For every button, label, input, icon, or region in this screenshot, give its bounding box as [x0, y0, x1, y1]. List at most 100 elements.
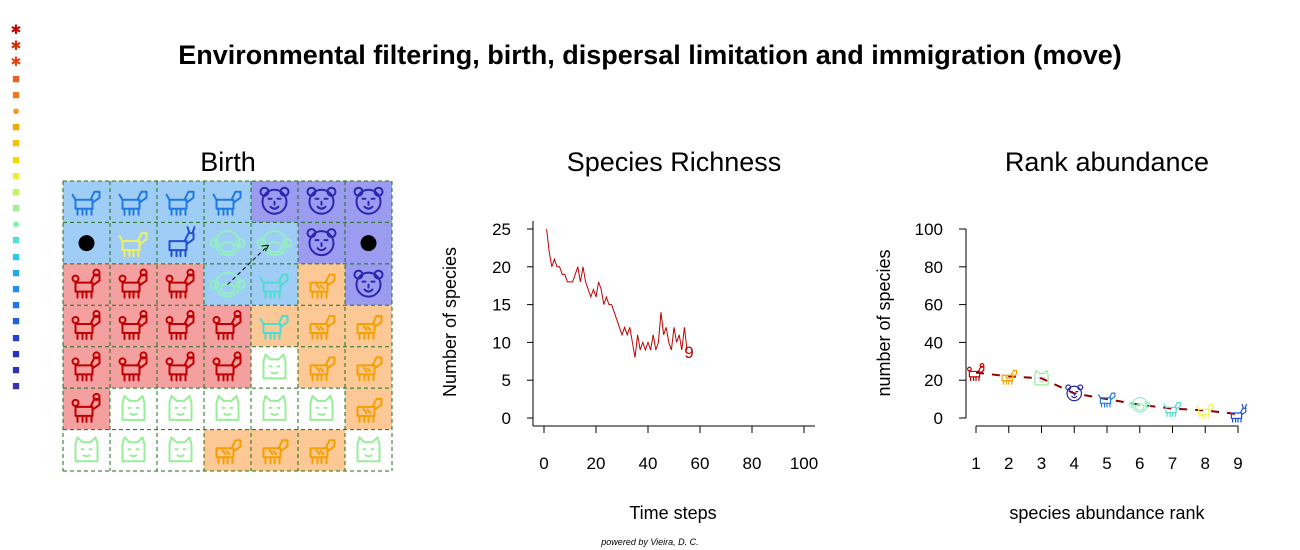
x-tick-label: 6: [1135, 454, 1144, 473]
grid-cell: [345, 429, 392, 472]
horse-icon: [1097, 392, 1116, 408]
fox-icon: ✱: [10, 54, 22, 70]
poodle-icon: [165, 310, 195, 341]
rank-point: [966, 363, 985, 382]
grid-cell: [157, 222, 204, 264]
cat-icon: [262, 394, 287, 421]
rank-abundance-chart: Rank abundance species abundance rank nu…: [874, 147, 1248, 523]
grid-cell: [63, 305, 110, 347]
y-tick-label: 40: [924, 333, 943, 352]
tiger-icon: [306, 228, 337, 257]
grid-cell: [251, 263, 298, 306]
grid-cell: [251, 305, 298, 347]
cat-icon: [121, 394, 146, 421]
richness-chart-title: Species Richness: [567, 147, 782, 177]
rank-y-label: number of species: [874, 249, 894, 396]
cow-icon: [309, 273, 336, 299]
cow-icon: [215, 439, 242, 465]
cow-icon: [309, 356, 336, 382]
x-tick-label: 4: [1070, 454, 1079, 473]
horse-icon: ■: [12, 248, 20, 264]
horse-icon: [212, 190, 242, 216]
grid-cell: [298, 305, 345, 347]
rank-point: [1230, 404, 1248, 423]
rank-point: [1163, 401, 1181, 417]
rank-x-label: species abundance rank: [1009, 503, 1205, 523]
y-tick-label: 20: [492, 258, 511, 277]
x-tick-label: 2: [1004, 454, 1013, 473]
cow-icon: [309, 439, 336, 465]
cow-icon: [262, 439, 289, 465]
dog-icon: ■: [12, 167, 20, 183]
tiger-icon: ■: [12, 378, 20, 394]
rabbit-icon: [259, 273, 289, 299]
grid-cell: [298, 388, 345, 430]
rank-point: [1196, 403, 1214, 419]
poodle-icon: ✱: [10, 38, 22, 54]
poodle-icon: [118, 351, 148, 382]
richness-end-label: 9: [684, 343, 693, 362]
cat-icon: [168, 436, 193, 463]
grid-cell: [110, 181, 157, 223]
rank-point: [1128, 396, 1151, 413]
poodle-icon: [212, 310, 242, 341]
dog-icon: ■: [12, 329, 20, 345]
grid-cell: [345, 305, 392, 347]
wolf-icon: ■: [12, 281, 20, 296]
grid-cell: [251, 346, 298, 389]
tiger-icon: ■: [12, 345, 20, 361]
poodle-icon: [71, 392, 101, 423]
rank-point: [1001, 369, 1018, 385]
dog-icon: [1196, 403, 1214, 419]
monkey-icon: ●: [12, 102, 20, 118]
tiger-icon: ■: [12, 86, 20, 102]
grid-cell: [110, 222, 157, 264]
grid-cell: [157, 263, 204, 306]
grid-cell: [204, 346, 251, 389]
x-tick-label: 40: [639, 454, 658, 473]
poodle-icon: [118, 268, 148, 299]
cat-icon: [121, 436, 146, 463]
rabbit-icon: [1163, 401, 1181, 417]
richness-x-label: Time steps: [629, 503, 716, 523]
goat-icon: [168, 226, 196, 258]
rank-series-line: [975, 371, 1239, 416]
rabbit-icon: ■: [12, 151, 20, 167]
dog-icon: ■: [12, 264, 20, 280]
tiger-icon: [306, 186, 337, 215]
cat-icon: [215, 394, 240, 421]
horse-icon: ■: [12, 313, 20, 329]
horse-icon: ■: [12, 232, 20, 248]
tiger-icon: ■: [12, 70, 20, 86]
y-tick-label: 80: [924, 258, 943, 277]
grid-cell: [251, 429, 298, 472]
horse-icon: [71, 190, 101, 216]
tiger-icon: [353, 186, 384, 215]
cat-icon: [168, 394, 193, 421]
poodle-icon: [966, 363, 985, 382]
x-tick-label: 0: [539, 454, 548, 473]
dog-icon: [118, 232, 148, 258]
dot-marker: [78, 235, 95, 252]
richness-chart: Species Richness Time steps Number of sp…: [440, 147, 818, 523]
grid-cell: [298, 263, 345, 306]
rank-point: [1097, 392, 1116, 408]
horse-icon: [165, 190, 195, 216]
grid-cell: [204, 429, 251, 472]
cow-icon: [1001, 369, 1018, 385]
cow-icon: [356, 356, 383, 382]
poodle-icon: [71, 351, 101, 382]
grid-cell: [63, 388, 110, 430]
rank-point: [1065, 384, 1084, 402]
dispersal-arrow: [227, 244, 269, 285]
y-tick-label: 100: [915, 220, 943, 239]
y-tick-label: 10: [492, 333, 511, 352]
x-tick-label: 8: [1201, 454, 1210, 473]
monkey-icon: [209, 230, 246, 257]
grid-cell: [157, 429, 204, 472]
rank-chart-title: Rank abundance: [1005, 147, 1209, 177]
species-legend-strip: ✱ ✱ ✱ ■ ■ ● ■ ■ ■ ■ ■ ■ ● ■ ■ ■ ■ ■ ■ ■ ■ ■ ■: [6, 22, 26, 394]
grid-panel: Birth: [62, 147, 393, 472]
credit-footer: powered by Vieira, D. C.: [601, 537, 699, 547]
x-tick-label: 9: [1233, 454, 1242, 473]
